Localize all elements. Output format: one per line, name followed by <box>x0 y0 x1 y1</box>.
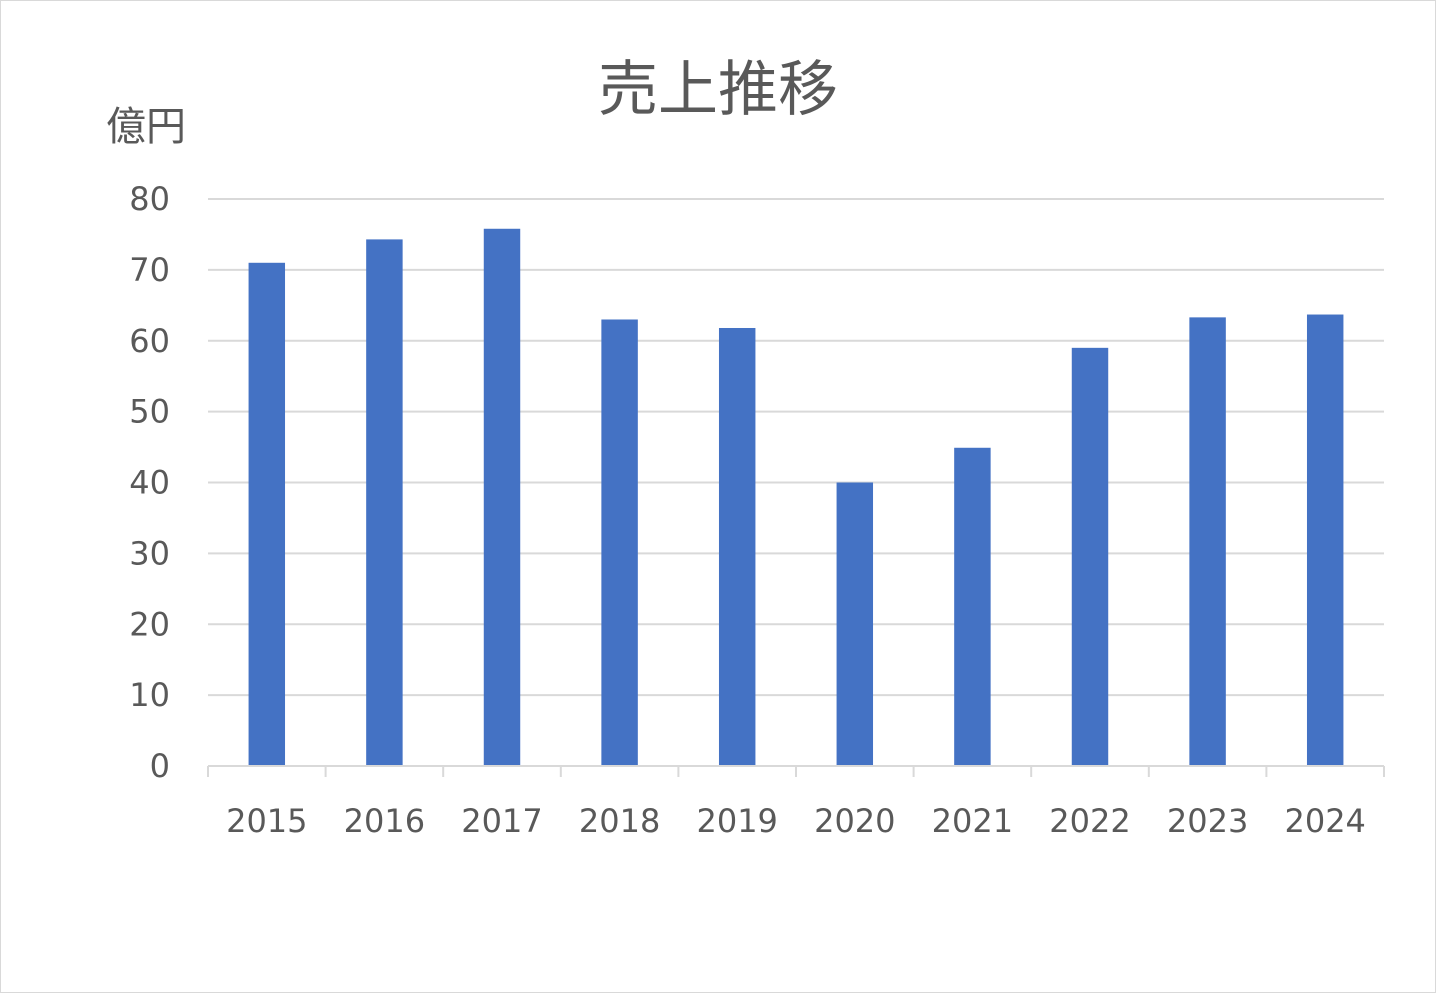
x-tick-label: 2015 <box>226 802 307 840</box>
bars <box>248 228 1344 766</box>
x-axis-ticks: 2015 2016 2017 2018 2019 2020 2021 2022 2023 2024 <box>226 802 1366 840</box>
x-tick-label: 2024 <box>1284 802 1365 840</box>
y-tick-label: 10 <box>129 676 170 714</box>
y-tick-label: 80 <box>129 180 170 218</box>
x-tick-label: 2018 <box>579 802 660 840</box>
x-tick-label: 2021 <box>932 802 1013 840</box>
bar-2022 <box>1071 347 1109 766</box>
x-tick-label: 2016 <box>344 802 425 840</box>
y-axis-ticks: 0 10 20 30 40 50 60 70 80 <box>129 180 170 785</box>
bar-2016 <box>366 239 403 766</box>
bar-2024 <box>1306 314 1344 766</box>
x-tick-label: 2022 <box>1049 802 1130 840</box>
bar-2018 <box>601 319 638 766</box>
y-tick-label: 30 <box>129 534 170 572</box>
bar-2017 <box>483 228 521 766</box>
y-tick-label: 50 <box>129 393 170 431</box>
bar-2019 <box>718 327 756 766</box>
bar-2015 <box>248 262 286 766</box>
y-tick-label: 60 <box>129 322 170 360</box>
bar-2020 <box>836 482 874 766</box>
y-tick-label: 70 <box>129 251 170 289</box>
x-tick-label: 2023 <box>1167 802 1248 840</box>
x-tick-label: 2020 <box>814 802 895 840</box>
x-axis <box>207 765 1385 777</box>
y-tick-label: 0 <box>150 747 170 785</box>
x-tick-label: 2019 <box>696 802 777 840</box>
y-axis-unit-label: 億円 <box>106 104 186 150</box>
chart-title: 売上推移 <box>598 55 838 125</box>
x-tick-label: 2017 <box>461 802 542 840</box>
bar-2021 <box>954 447 991 766</box>
y-tick-label: 20 <box>129 605 170 643</box>
gridlines <box>208 198 1384 697</box>
bar-2023 <box>1189 317 1226 766</box>
y-tick-label: 40 <box>129 464 170 502</box>
